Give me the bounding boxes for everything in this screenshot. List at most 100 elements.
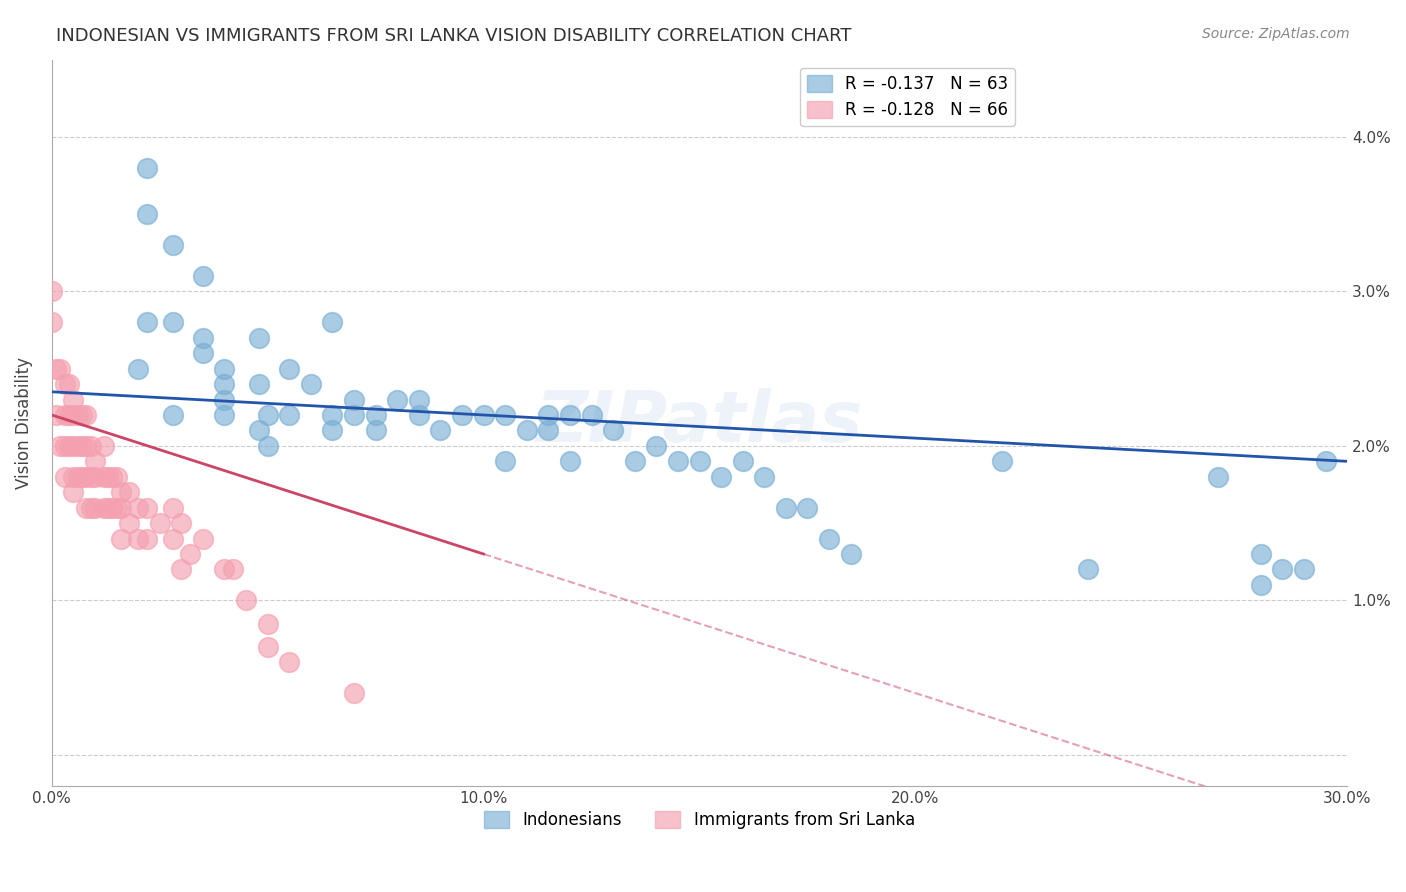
Point — [1250, 578, 1272, 592]
Point — [1206, 469, 1229, 483]
Point — [1294, 562, 1316, 576]
Point — [191, 268, 214, 283]
Point — [1250, 547, 1272, 561]
Point — [558, 408, 581, 422]
Point — [191, 532, 214, 546]
Point — [235, 593, 257, 607]
Point — [214, 562, 236, 576]
Point — [101, 500, 124, 515]
Point — [135, 532, 157, 546]
Point — [299, 377, 322, 392]
Point — [149, 516, 172, 530]
Point — [162, 408, 184, 422]
Point — [84, 454, 107, 468]
Point — [387, 392, 409, 407]
Point — [256, 640, 278, 654]
Point — [537, 424, 560, 438]
Point — [1077, 562, 1099, 576]
Point — [79, 500, 101, 515]
Point — [162, 532, 184, 546]
Point — [110, 500, 132, 515]
Point — [623, 454, 645, 468]
Point — [84, 500, 107, 515]
Point — [343, 686, 366, 700]
Y-axis label: Vision Disability: Vision Disability — [15, 357, 32, 489]
Point — [247, 331, 270, 345]
Point — [1271, 562, 1294, 576]
Point — [75, 469, 97, 483]
Point — [79, 439, 101, 453]
Point — [135, 207, 157, 221]
Point — [62, 392, 84, 407]
Point — [162, 315, 184, 329]
Point — [105, 500, 128, 515]
Point — [191, 331, 214, 345]
Point — [93, 469, 115, 483]
Point — [97, 469, 120, 483]
Point — [75, 500, 97, 515]
Point — [558, 454, 581, 468]
Point — [689, 454, 711, 468]
Point — [41, 285, 63, 299]
Point — [408, 408, 430, 422]
Point — [343, 392, 366, 407]
Point — [214, 377, 236, 392]
Point — [247, 424, 270, 438]
Point — [429, 424, 451, 438]
Point — [58, 377, 80, 392]
Point — [45, 361, 67, 376]
Point — [818, 532, 841, 546]
Point — [343, 408, 366, 422]
Point — [364, 424, 387, 438]
Point — [53, 408, 76, 422]
Point — [754, 469, 776, 483]
Text: ZIPatlas: ZIPatlas — [536, 388, 863, 458]
Point — [256, 616, 278, 631]
Point — [321, 424, 343, 438]
Legend: Indonesians, Immigrants from Sri Lanka: Indonesians, Immigrants from Sri Lanka — [478, 804, 921, 836]
Point — [645, 439, 668, 453]
Point — [110, 532, 132, 546]
Point — [49, 361, 72, 376]
Point — [247, 377, 270, 392]
Point — [127, 361, 149, 376]
Point — [75, 408, 97, 422]
Point — [1315, 454, 1337, 468]
Point — [62, 439, 84, 453]
Point — [53, 377, 76, 392]
Point — [278, 408, 301, 422]
Point — [256, 408, 278, 422]
Point — [66, 469, 89, 483]
Point — [66, 439, 89, 453]
Point — [222, 562, 245, 576]
Point — [62, 485, 84, 500]
Point — [58, 408, 80, 422]
Point — [364, 408, 387, 422]
Point — [127, 500, 149, 515]
Point — [118, 516, 141, 530]
Point — [472, 408, 495, 422]
Point — [135, 315, 157, 329]
Point — [581, 408, 603, 422]
Point — [162, 238, 184, 252]
Point — [516, 424, 538, 438]
Point — [58, 439, 80, 453]
Point — [70, 469, 93, 483]
Point — [41, 315, 63, 329]
Point — [710, 469, 733, 483]
Point — [127, 532, 149, 546]
Point — [110, 485, 132, 500]
Point — [191, 346, 214, 360]
Point — [84, 469, 107, 483]
Point — [839, 547, 862, 561]
Point — [991, 454, 1014, 468]
Point — [170, 516, 193, 530]
Point — [775, 500, 797, 515]
Point — [49, 439, 72, 453]
Point — [75, 439, 97, 453]
Point — [93, 500, 115, 515]
Text: Source: ZipAtlas.com: Source: ZipAtlas.com — [1202, 27, 1350, 41]
Point — [666, 454, 689, 468]
Point — [321, 408, 343, 422]
Point — [214, 392, 236, 407]
